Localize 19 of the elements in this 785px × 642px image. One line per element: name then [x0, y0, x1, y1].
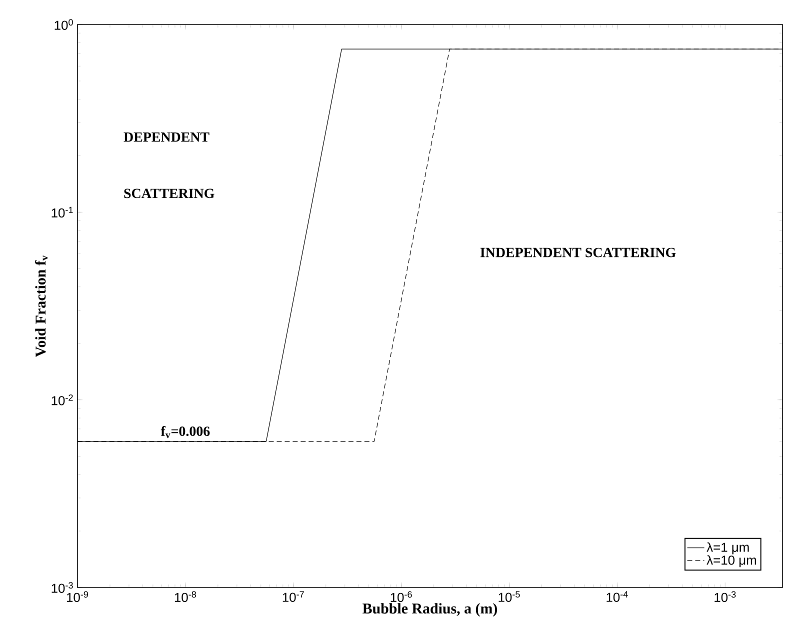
- y-tick-label: 10$^{-1}$: [52, 206, 73, 218]
- x-tick-label: 10$^{-7}$: [282, 591, 304, 602]
- legend-label: λ=10 μm: [706, 555, 756, 568]
- x-tick-label: 10$^{-9}$: [66, 591, 88, 602]
- y-tick-label: 10$^{0}$: [54, 19, 73, 30]
- x-tick-label: 10$^{-3}$: [714, 591, 736, 602]
- y-tick-label: 10$^{-3}$: [52, 582, 73, 593]
- y-tick-label: 10$^{-2}$: [52, 394, 73, 406]
- annotation: DEPENDENT: [124, 132, 210, 142]
- x-tick-label: 10$^{-5}$: [498, 591, 520, 602]
- y-axis-title: Void Fraction f$_{v}$: [34, 255, 48, 357]
- x-tick-label: 10$^{-8}$: [174, 591, 196, 602]
- annotation: SCATTERING: [124, 188, 214, 198]
- legend-label: λ=1 μm: [706, 542, 749, 554]
- x-axis-title: Bubble Radius, a (m): [362, 603, 497, 617]
- x-tick-label: 10$^{-6}$: [390, 591, 412, 602]
- annotation: f$_{v}$=0.006: [160, 426, 210, 438]
- x-tick-label: 10$^{-4}$: [606, 591, 628, 602]
- annotation: INDEPENDENT SCATTERING: [480, 248, 676, 258]
